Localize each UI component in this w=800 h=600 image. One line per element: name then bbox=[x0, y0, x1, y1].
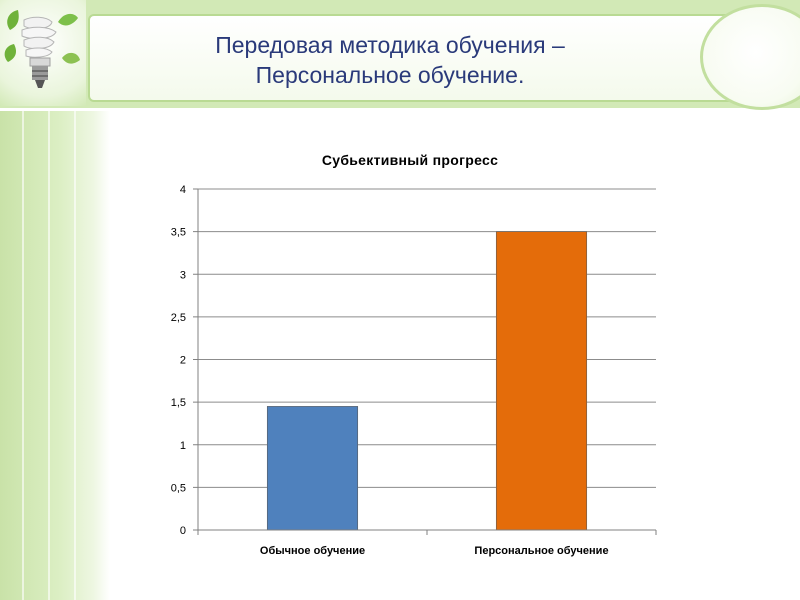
y-tick-label: 1,5 bbox=[171, 397, 186, 409]
y-axis-tick-labels: 0 0,5 1 1,5 2 2,5 3 3,5 4 bbox=[171, 184, 186, 537]
y-tick-label: 3,5 bbox=[171, 227, 186, 239]
y-tick-label: 3 bbox=[180, 269, 186, 281]
slide-title: Передовая методика обучения – Персональн… bbox=[120, 30, 660, 90]
logo bbox=[0, 0, 86, 106]
bar-2 bbox=[495, 231, 588, 531]
y-tick-label: 0,5 bbox=[171, 482, 186, 494]
title-panel bbox=[88, 14, 792, 102]
y-tick-label: 0 bbox=[180, 525, 186, 537]
slide-title-line-2: Персональное обучение. bbox=[255, 62, 525, 88]
chart-title: Субьективный прогресс bbox=[321, 152, 499, 168]
slide-title-line-1: Передовая методика обучения – bbox=[215, 32, 565, 58]
band-streak bbox=[22, 80, 24, 600]
band-streak bbox=[48, 80, 50, 600]
y-tick-label: 1 bbox=[180, 440, 186, 452]
band-streak bbox=[74, 80, 76, 600]
y-tick-label: 2 bbox=[180, 355, 186, 367]
bar-1 bbox=[266, 406, 359, 531]
y-tick-label: 4 bbox=[180, 184, 186, 196]
energy-bulb-icon bbox=[4, 10, 80, 88]
chart-bars bbox=[266, 231, 588, 531]
y-tick-label: 2,5 bbox=[171, 312, 186, 324]
chart-gridlines bbox=[198, 188, 656, 488]
x-axis-category-labels: Обычное обучение Персональное обучение bbox=[260, 545, 609, 557]
x-category-label: Персональное обучение bbox=[474, 545, 608, 557]
x-category-label: Обычное обучение bbox=[260, 545, 365, 557]
chart-axes bbox=[193, 188, 657, 535]
corner-oval-decoration bbox=[700, 4, 800, 110]
